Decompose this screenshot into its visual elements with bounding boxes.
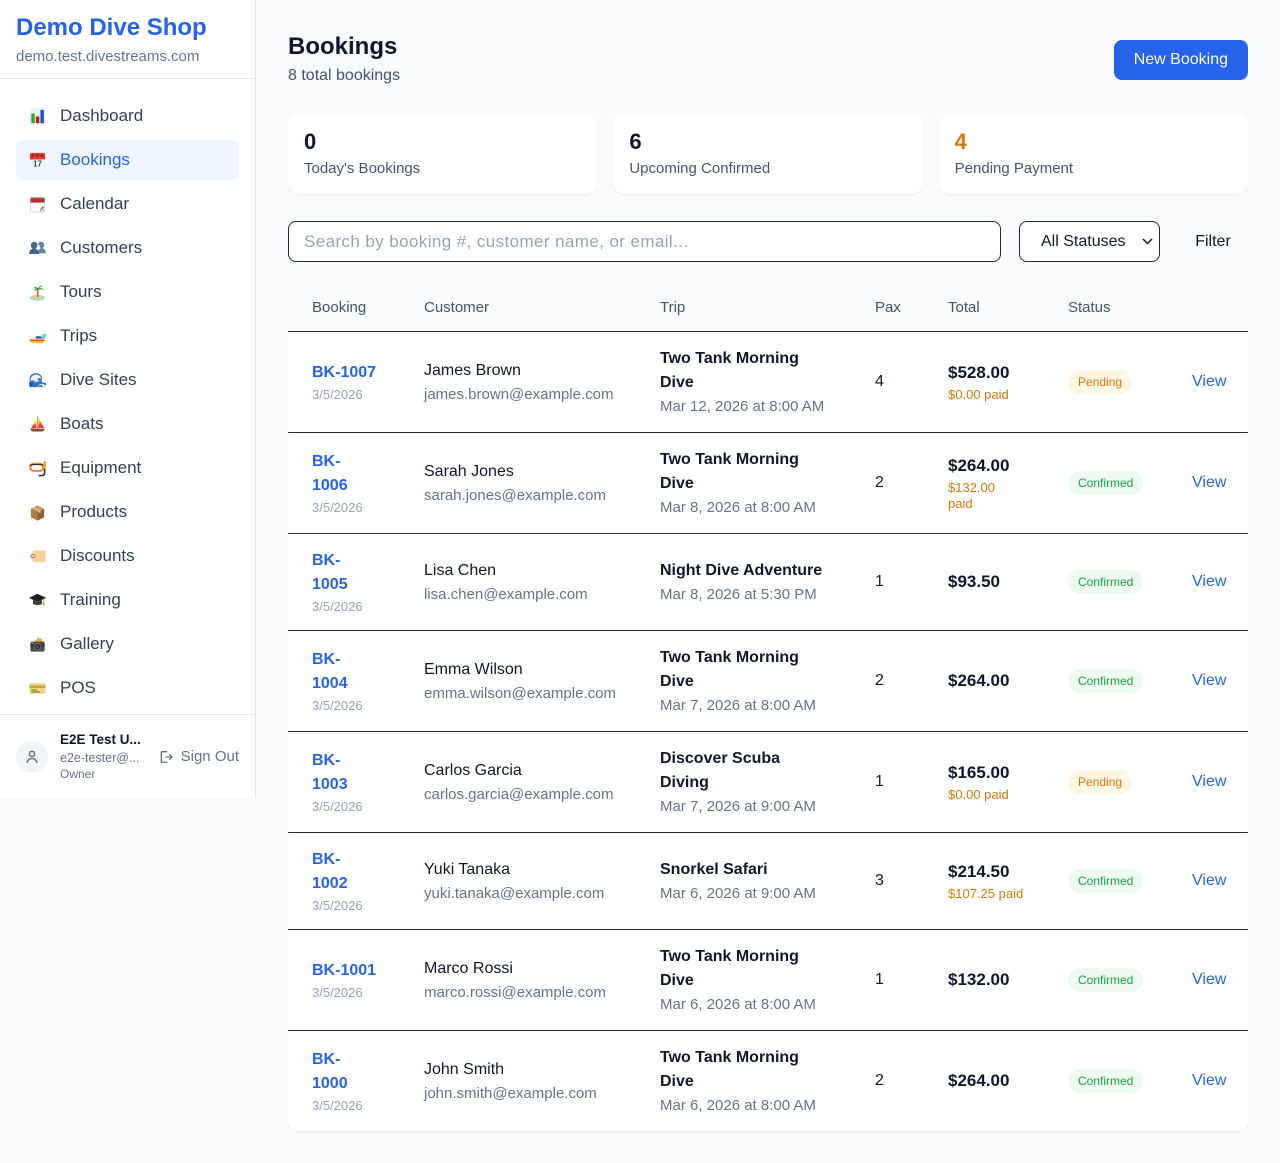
svg-text:17: 17 xyxy=(33,159,42,168)
